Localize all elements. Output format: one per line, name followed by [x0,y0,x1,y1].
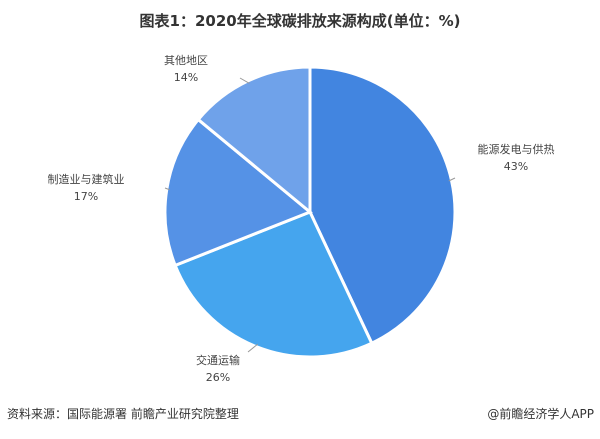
slice-value-2: 17% [74,190,98,203]
slice-label-3: 其他地区 [164,54,208,67]
chart-title: 图表1：2020年全球碳排放来源构成(单位：%) [139,12,461,30]
pie-slice-2 [163,117,313,268]
source-note: 资料来源：国际能源署 前瞻产业研究院整理 [7,407,239,421]
slice-label-2: 制造业与建筑业 [48,172,125,186]
pie-slice-1 [173,210,374,359]
leader-line-1 [247,343,259,353]
slice-value-3: 14% [174,71,198,84]
leader-line-2 [164,187,170,191]
slice-label-0: 能源发电与供热 [478,142,555,156]
leader-line-0 [448,177,456,182]
slice-value-1: 26% [206,371,230,384]
brand-watermark: @前瞻经济学人APP [487,407,594,421]
pie-slice-3 [196,65,312,216]
slice-value-0: 43% [504,160,528,173]
pie-slice-0 [308,65,457,346]
slice-label-1: 交通运输 [196,353,240,367]
leader-line-3 [239,77,250,84]
